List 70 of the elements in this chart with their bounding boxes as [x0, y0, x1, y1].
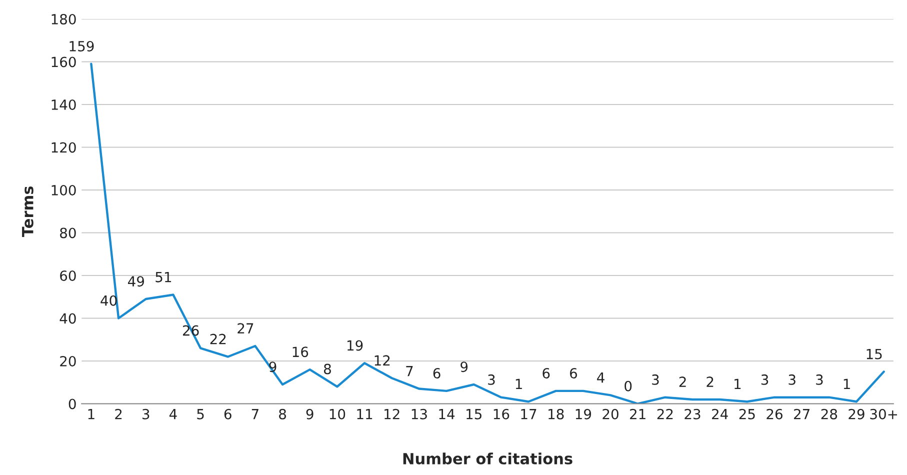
data-label: 1: [734, 378, 741, 389]
x-tick-label: 18: [548, 408, 564, 420]
x-tick-label: 1: [88, 409, 94, 420]
y-tick-label: 100: [52, 184, 76, 196]
x-tick-label: 29: [848, 408, 864, 420]
x-tick-label: 28: [821, 408, 838, 420]
x-axis-title: Number of citations: [403, 452, 572, 464]
data-label: 15: [866, 348, 882, 360]
data-label: 1: [844, 378, 850, 389]
x-tick-label: 13: [412, 408, 427, 420]
x-tick-label: 21: [630, 408, 646, 420]
x-tick-label: 22: [657, 408, 673, 420]
data-label: 9: [460, 362, 468, 372]
data-label: 1: [516, 378, 522, 389]
x-tick-label: 4: [169, 409, 177, 420]
x-tick-label: 26: [766, 408, 782, 420]
x-tick-label: 23: [684, 408, 700, 420]
data-label: 3: [761, 374, 768, 385]
x-tick-label: 14: [439, 409, 455, 420]
x-tick-label: 12: [384, 408, 400, 420]
x-tick-label: 27: [794, 408, 810, 420]
x-tick-label: 2: [115, 408, 122, 420]
y-tick-label: 40: [60, 313, 76, 324]
data-label: 3: [816, 374, 823, 385]
x-tick-label: 3: [142, 408, 150, 420]
x-tick-label: 24: [712, 408, 728, 420]
data-label: 16: [292, 346, 308, 358]
data-label: 2: [679, 376, 686, 387]
data-label: 22: [210, 334, 226, 344]
data-label: 6: [433, 368, 440, 379]
y-tick-label: 140: [52, 99, 76, 110]
y-tick-label: 160: [52, 56, 76, 68]
x-tick-label: 15: [466, 409, 482, 420]
data-label: 3: [788, 374, 796, 385]
x-tick-label: 8: [279, 408, 286, 420]
data-label: 0: [624, 380, 632, 392]
x-tick-label: 25: [739, 408, 755, 420]
x-tick-label: 9: [306, 408, 314, 420]
data-label: 3: [652, 374, 659, 385]
data-label: 159: [70, 40, 94, 52]
x-tick-label: 5: [197, 409, 204, 420]
x-tick-label: 7: [252, 409, 258, 420]
y-tick-label: 60: [60, 270, 76, 281]
data-label: 6: [570, 368, 577, 379]
data-label: 4: [597, 372, 604, 383]
data-label: 49: [128, 276, 144, 287]
data-label: 27: [238, 323, 254, 334]
data-label: 12: [374, 355, 390, 366]
y-tick-label: 20: [60, 356, 76, 366]
x-tick-label: 17: [521, 409, 536, 420]
line-series: [90, 62, 885, 404]
x-tick-label: 10: [330, 408, 346, 420]
data-label: 6: [542, 368, 550, 379]
data-label: 8: [324, 364, 331, 374]
y-tick-label: 0: [68, 398, 76, 410]
x-tick-label: 20: [602, 408, 618, 420]
x-tick-label: 16: [494, 408, 510, 420]
y-tick-label: 180: [52, 14, 76, 24]
data-label: 3: [488, 374, 495, 385]
x-tick-label: 11: [357, 409, 372, 420]
x-tick-label: 6: [224, 408, 232, 420]
x-tick-label: 30+: [870, 408, 898, 420]
data-label: 51: [156, 272, 172, 282]
data-label: 7: [406, 366, 413, 376]
x-tick-label: 19: [576, 408, 592, 420]
y-tick-label: 120: [52, 142, 76, 153]
data-label: 19: [347, 340, 363, 351]
data-label: 2: [706, 376, 714, 387]
y-axis-title: Terms: [22, 186, 34, 237]
y-tick-label: 80: [60, 228, 76, 238]
